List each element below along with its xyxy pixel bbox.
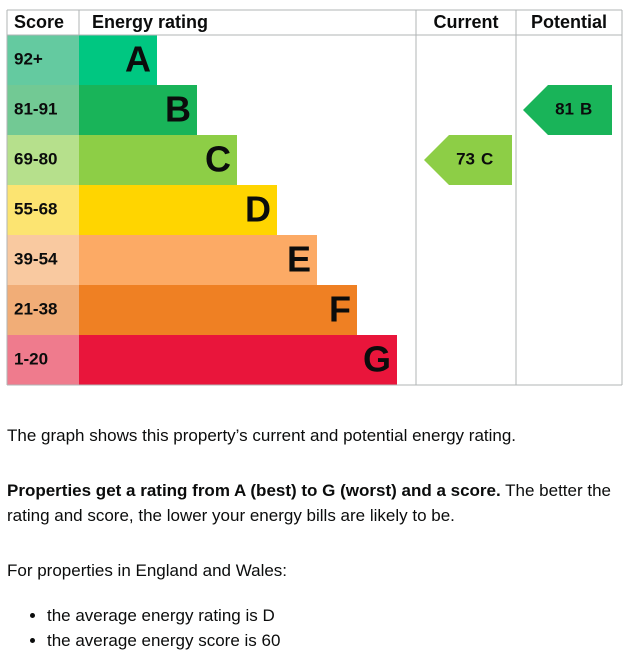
score-cell — [7, 135, 79, 185]
score-label: 69-80 — [14, 149, 57, 168]
rating-letter: E — [287, 239, 311, 280]
rating-letter: C — [205, 139, 231, 180]
rating-letter: A — [125, 39, 151, 80]
bullet: the average energy score is 60 — [47, 628, 622, 653]
epc-chart: Score Energy rating Current Potential 92+ A 81… — [6, 9, 623, 386]
rating-bar — [79, 185, 277, 235]
rating-bar — [79, 135, 237, 185]
bold-text: Properties get a rating from A (best) to… — [7, 481, 501, 500]
rest-text: The better the rating and score, the low… — [7, 481, 611, 525]
score-label: 92+ — [14, 49, 43, 68]
score-cell — [7, 285, 79, 335]
explanation: Properties get a rating from A (best) to… — [7, 478, 622, 528]
score-label: 39-54 — [14, 249, 58, 268]
rating-letter: F — [329, 289, 351, 330]
score-label: 55-68 — [14, 199, 57, 218]
rating-bar — [79, 85, 197, 135]
score-cell — [7, 35, 79, 85]
score-cell — [7, 335, 79, 385]
bullet: the average energy rating is D — [47, 603, 622, 628]
potential-score: 81 — [555, 99, 574, 118]
potential-arrow — [523, 85, 612, 135]
rating-letter: D — [245, 189, 271, 230]
header-rating: Energy rating — [92, 12, 208, 32]
current-score: 73 — [456, 149, 475, 168]
score-cell — [7, 185, 79, 235]
score-label: 21-38 — [14, 299, 57, 318]
rating-letter: B — [165, 89, 191, 130]
current-arrow — [424, 135, 512, 185]
score-label: 1-20 — [14, 349, 48, 368]
header-current: Current — [433, 12, 498, 32]
rating-bar — [79, 335, 397, 385]
score-cell — [7, 85, 79, 135]
header-potential: Potential — [531, 12, 607, 32]
region: For properties in England and Wales: — [7, 561, 288, 580]
score-label: 81-91 — [14, 99, 57, 118]
header-score: Score — [14, 12, 64, 32]
rating-bar — [79, 235, 317, 285]
rating-bar — [79, 35, 157, 85]
intro: The graph shows this property’s current … — [7, 426, 517, 445]
rating-bar — [79, 285, 357, 335]
bullet-list: the average energy rating is D the avera… — [7, 603, 622, 653]
potential-letter: B — [580, 99, 592, 118]
current-letter: C — [481, 149, 493, 168]
rating-letter: G — [363, 339, 391, 380]
score-cell — [7, 235, 79, 285]
